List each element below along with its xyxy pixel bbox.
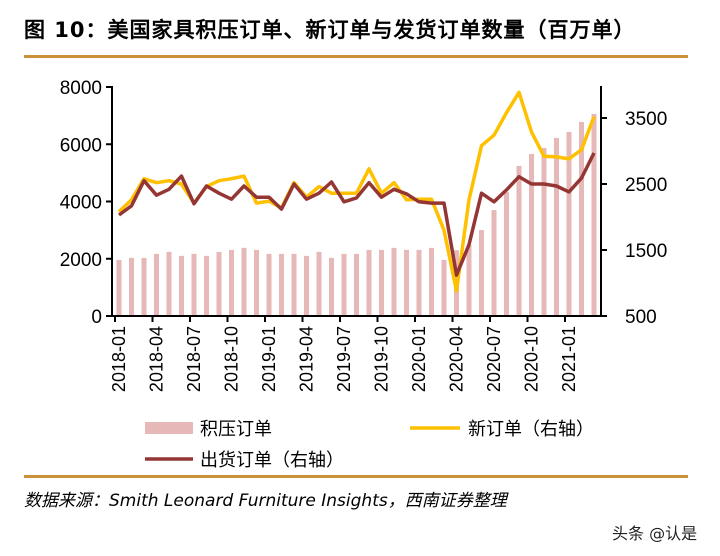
bar-backlog	[466, 245, 472, 316]
left-tick-label: 2000	[60, 250, 102, 271]
bar-backlog	[304, 255, 309, 316]
chart: 0 2000 4000 6000 8000 500 1500 2500 3500 2018-01 2…	[60, 78, 668, 470]
bar-backlog	[129, 257, 134, 316]
x-tick-label: 2018-01	[109, 326, 129, 392]
bar-backlog	[554, 137, 559, 316]
right-tick-label: 3500	[625, 109, 667, 130]
title-rule	[24, 55, 688, 58]
figure-title: 图 10：美国家具积压订单、新订单与发货订单数量（百万单）	[24, 18, 636, 42]
line-shipments	[117, 152, 596, 277]
bar-backlog	[404, 249, 409, 316]
bar-backlog	[179, 255, 184, 316]
x-tick-label: 2020-10	[522, 326, 542, 392]
bar-backlog	[566, 131, 572, 316]
x-tick-label: 2021-01	[559, 326, 579, 392]
x-tick-label: 2020-07	[484, 326, 504, 392]
bar-backlog	[191, 253, 197, 316]
bar-backlog	[429, 247, 434, 316]
x-tick-label: 2018-10	[222, 326, 242, 392]
bar-backlog	[254, 249, 259, 316]
x-tick-label: 2019-01	[259, 326, 279, 392]
bar-backlog	[279, 253, 284, 316]
bar-backlog	[241, 247, 247, 316]
bar-backlog	[416, 249, 422, 316]
x-tick-label: 2018-07	[184, 326, 204, 392]
bar-backlog	[229, 249, 234, 316]
bar-backlog	[591, 113, 597, 316]
x-tick-label: 2019-07	[334, 326, 354, 392]
legend-label-shipments: 出货订单（右轴）	[200, 450, 344, 470]
watermark: 头条 @认是	[612, 524, 698, 543]
bar-backlog	[204, 255, 209, 316]
bar-backlog	[504, 192, 509, 316]
bar-backlog	[266, 253, 272, 316]
bar-backlog	[529, 153, 534, 316]
x-tick-label: 2019-10	[372, 326, 392, 392]
bar-backlog	[391, 247, 397, 316]
bar-backlog	[141, 257, 147, 316]
x-tick-label: 2020-04	[447, 326, 467, 392]
bar-backlog	[116, 259, 122, 316]
bar-backlog	[166, 251, 172, 316]
x-tick-label: 2020-01	[409, 326, 429, 392]
left-tick-label: 0	[91, 307, 102, 328]
bar-backlog	[579, 121, 584, 316]
bar-backlog	[516, 166, 522, 316]
x-tick-label: 2019-04	[297, 326, 317, 392]
legend-label-backlog: 积压订单	[200, 419, 272, 439]
bar-backlog	[379, 249, 384, 316]
bar-backlog	[491, 210, 497, 316]
bar-backlog	[216, 251, 222, 316]
source-note: 数据来源：Smith Leonard Furniture Insights，西南…	[24, 491, 507, 511]
bar-backlog	[366, 249, 372, 316]
bar-backlog	[329, 257, 334, 316]
x-tick-label: 2018-04	[147, 326, 167, 392]
bar-backlog	[316, 251, 322, 316]
legend-swatch-backlog	[145, 422, 193, 434]
left-tick-label: 4000	[60, 193, 102, 214]
bar-backlog	[154, 253, 159, 316]
left-tick-label: 8000	[60, 78, 102, 99]
bar-backlog	[479, 230, 484, 316]
bar-backlog	[541, 147, 547, 316]
bar-backlog	[441, 259, 447, 316]
right-tick-label: 500	[625, 307, 657, 328]
right-tick-label: 2500	[625, 175, 667, 196]
bar-backlog	[354, 253, 359, 316]
left-tick-label: 6000	[60, 135, 102, 156]
bar-backlog	[341, 253, 347, 316]
footer-rule	[24, 475, 688, 478]
right-tick-label: 1500	[625, 241, 667, 262]
bar-backlog	[291, 253, 297, 316]
legend-label-new-orders: 新订单（右轴）	[468, 419, 594, 439]
